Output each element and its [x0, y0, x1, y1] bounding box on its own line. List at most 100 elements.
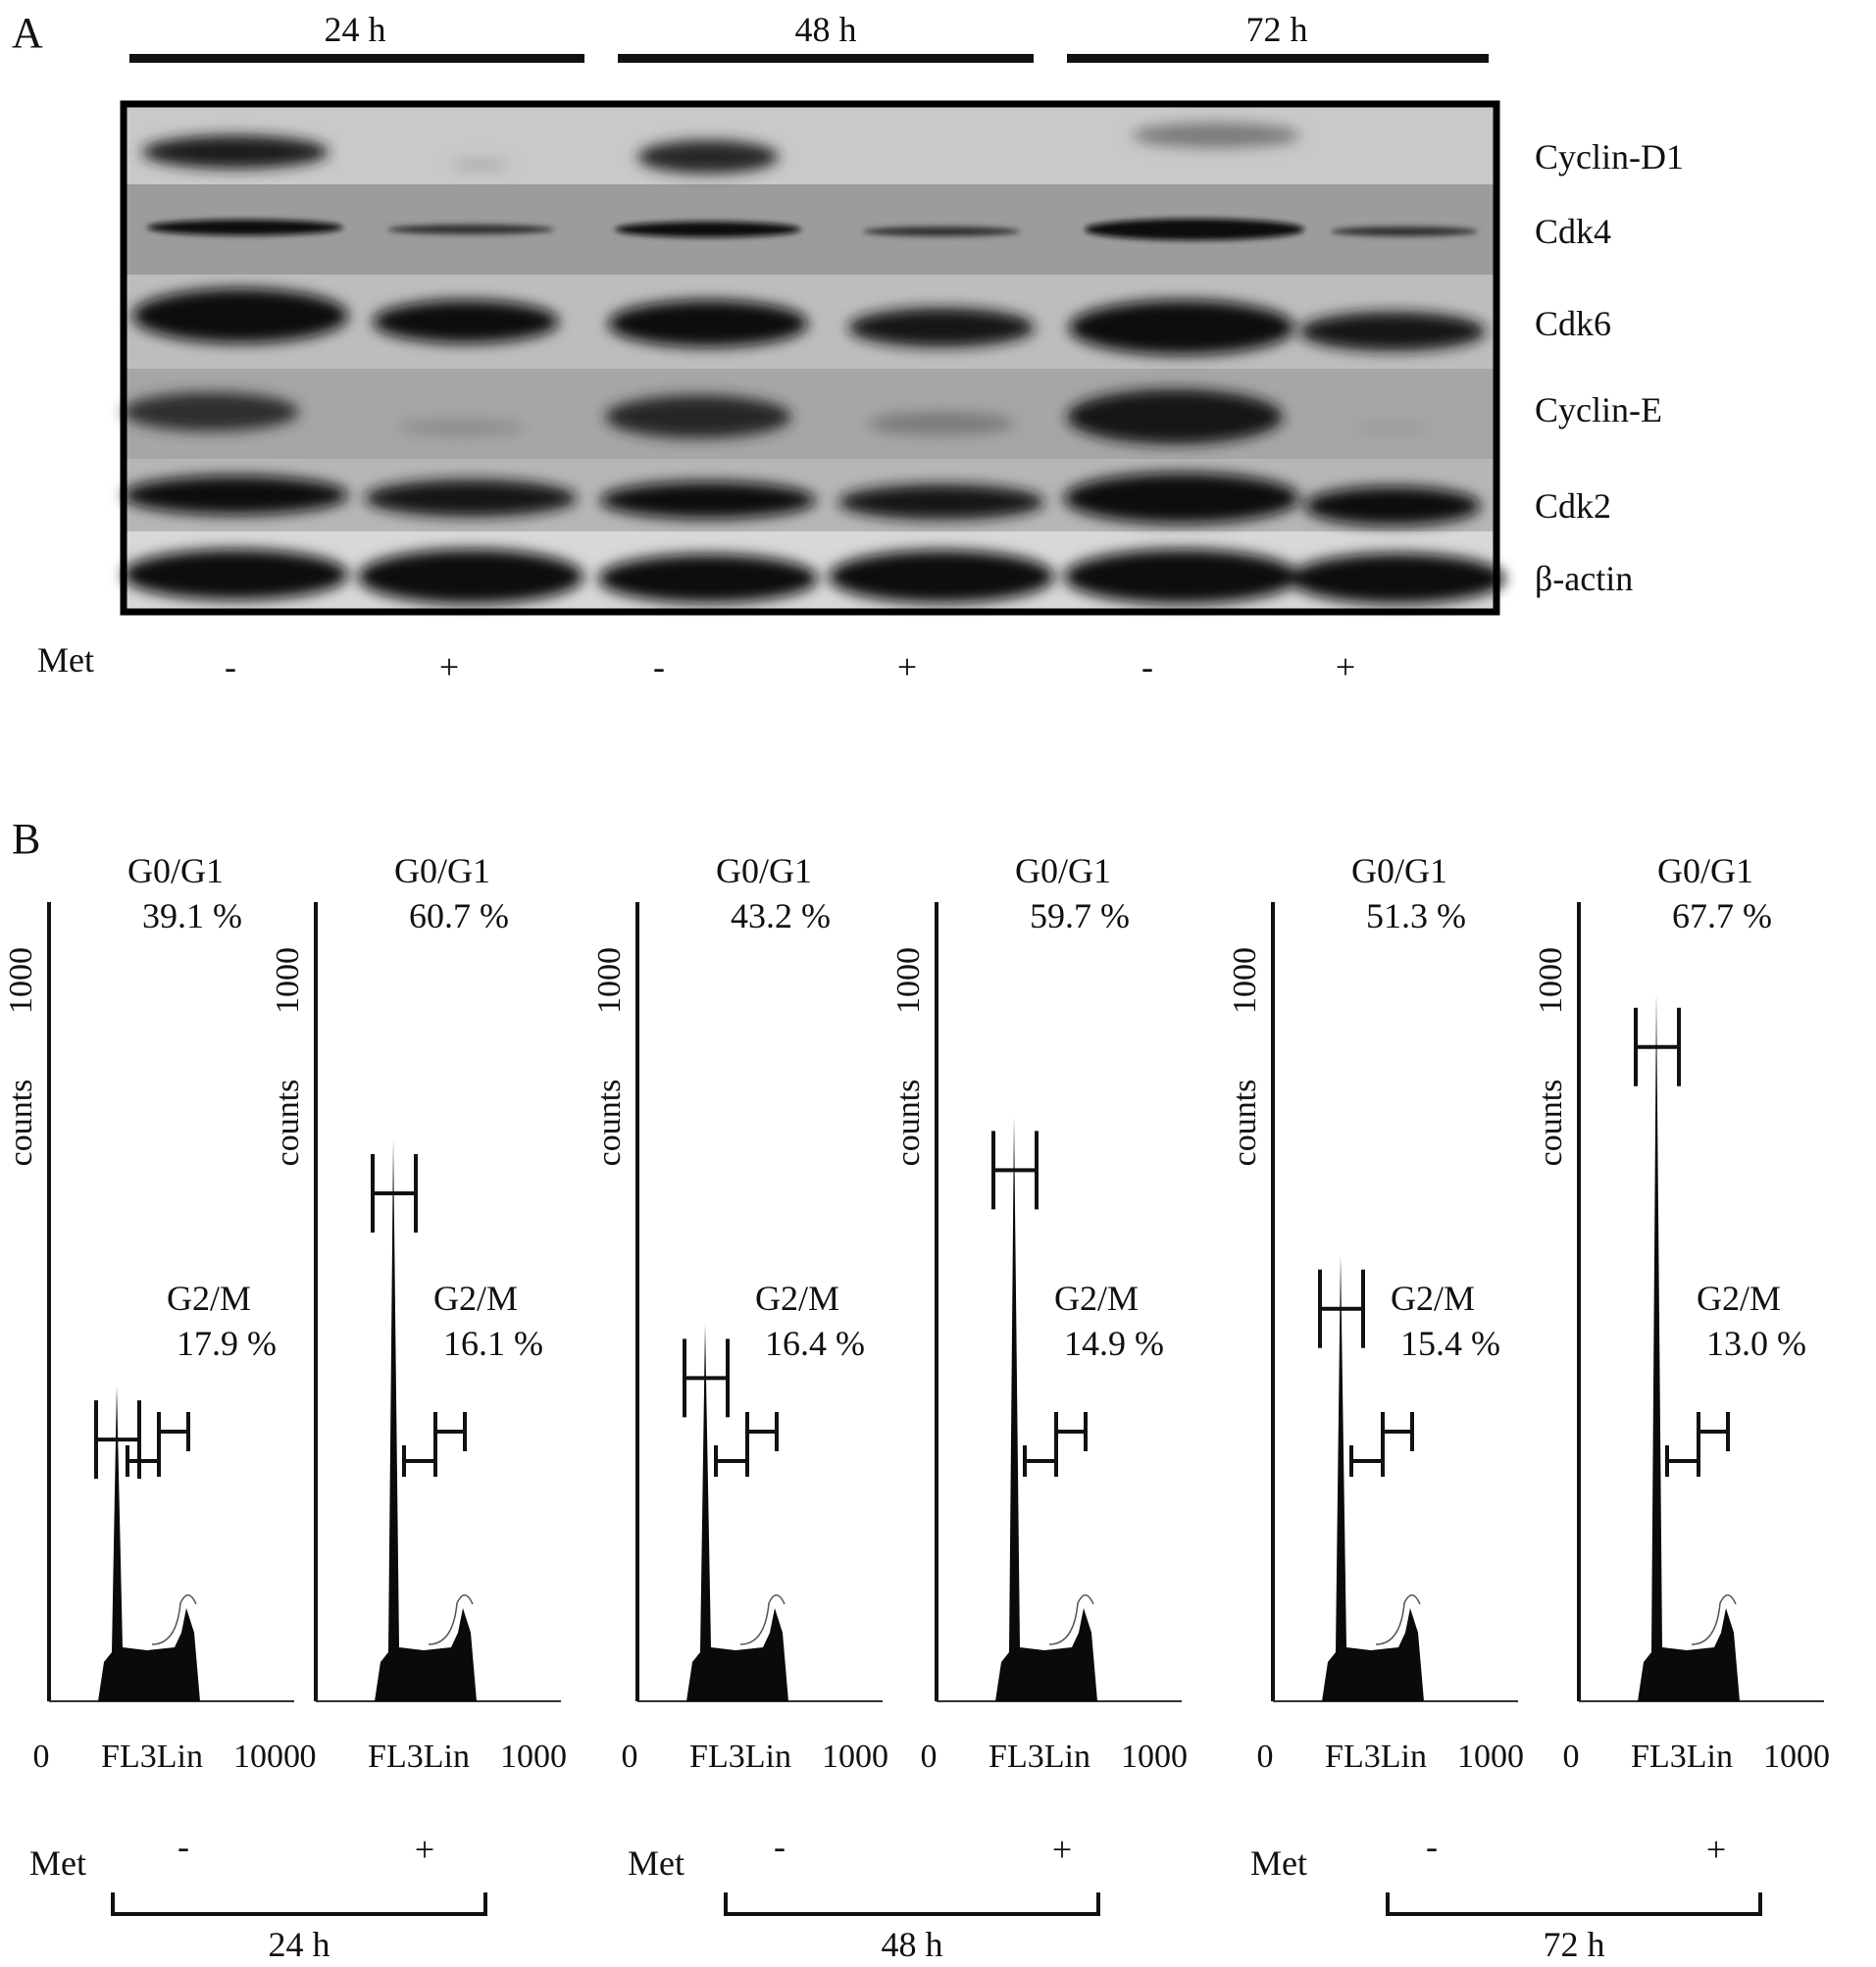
- g2m-label: G2/M: [1054, 1279, 1139, 1318]
- g2m-gate-marker: [1054, 1412, 1088, 1451]
- protein-label-cyclin-e: Cyclin-E: [1535, 390, 1662, 429]
- panel-b-met-plus: +: [1706, 1830, 1726, 1869]
- x-axis-label: FL3Lin: [101, 1739, 203, 1775]
- histogram-outline: [428, 1594, 474, 1645]
- histogram-plot-3: 1000 counts G0/G1 43.2 % G2/M 16.4 % 0 FL3Lin 10…: [591, 851, 888, 1775]
- histogram-outline: [1691, 1594, 1737, 1645]
- s-phase-gate-marker: [1349, 1445, 1385, 1477]
- x-axis-label: FL3Lin: [1631, 1739, 1733, 1775]
- x-axis-max: 1000: [822, 1739, 888, 1775]
- met-sign-lane-6: +: [1336, 647, 1355, 686]
- panel-b-label: B: [12, 815, 40, 863]
- g0g1-gate-marker: [1318, 1269, 1365, 1348]
- x-axis-min: 0: [1563, 1739, 1580, 1775]
- panel-b-timepoint: 24 h: [269, 1925, 330, 1964]
- x-axis-label: FL3Lin: [368, 1739, 470, 1775]
- timepoint-label-72h: 72 h: [1246, 10, 1308, 49]
- met-sign-lane-3: -: [653, 647, 665, 686]
- x-axis-min: 0: [33, 1739, 50, 1775]
- g0g1-gate-marker: [371, 1153, 418, 1233]
- timepoint-bar-24h: 24 h: [129, 10, 584, 63]
- g0g1-label: G0/G1: [394, 851, 490, 890]
- g2m-label: G2/M: [1697, 1279, 1781, 1318]
- panel-b-group-2: Met - +48 h: [628, 1827, 1100, 1964]
- blot-strip-cyclin-d1: [126, 106, 1495, 184]
- timepoint-bar-48h: 48 h: [618, 10, 1034, 63]
- x-axis-label: FL3Lin: [689, 1739, 791, 1775]
- protein-label-cdk2: Cdk2: [1535, 486, 1611, 526]
- panel-b-group-1: Met - +24 h: [29, 1827, 487, 1964]
- panel-a-label: A: [12, 9, 43, 57]
- y-tick-label: 1000: [1227, 947, 1263, 1014]
- g2m-gate-marker: [1381, 1412, 1414, 1451]
- histogram-outline: [1375, 1594, 1421, 1645]
- g0g1-percent: 51.3 %: [1366, 896, 1466, 935]
- y-tick-label: 1000: [270, 947, 306, 1014]
- g0g1-label: G0/G1: [127, 851, 224, 890]
- g2m-gate-marker: [157, 1412, 190, 1451]
- histogram-outline: [1048, 1594, 1094, 1645]
- bands-cdk2: [123, 473, 1481, 526]
- histogram-outline: [151, 1594, 197, 1645]
- panel-b-group-labels: Met - +24 h Met - +48 h Met - +72 h: [29, 1827, 1762, 1964]
- g2m-gate-marker: [745, 1412, 779, 1451]
- protein-label-cdk6: Cdk6: [1535, 304, 1611, 343]
- timepoint-bar-72h: 72 h: [1067, 10, 1489, 63]
- y-axis-label: counts: [3, 1080, 39, 1167]
- panel-b-met-minus: -: [774, 1827, 786, 1866]
- g0g1-label: G0/G1: [1657, 851, 1753, 890]
- g0g1-gate-marker: [1634, 1007, 1681, 1086]
- bands-cyclin-e: [123, 389, 1432, 444]
- g0g1-gate-marker: [683, 1338, 730, 1418]
- group-bracket: [724, 1892, 1100, 1916]
- panel-b-met-minus: -: [177, 1827, 189, 1866]
- x-axis-max: 1000: [1763, 1739, 1830, 1775]
- bands-cdk6: [132, 288, 1486, 355]
- x-axis-max: 1000: [233, 1739, 300, 1775]
- timepoint-label-24h: 24 h: [325, 10, 386, 49]
- g2m-percent: 13.0 %: [1706, 1324, 1806, 1363]
- panel-b-met-minus: -: [1426, 1827, 1438, 1866]
- g2m-percent: 17.9 %: [177, 1324, 277, 1363]
- protein-label-cyclin-d1: Cyclin-D1: [1535, 137, 1684, 177]
- bands-cdk4: [147, 219, 1478, 240]
- panel-b-met-plus: +: [415, 1830, 434, 1869]
- g0g1-label: G0/G1: [1351, 851, 1447, 890]
- met-sign-lane-4: +: [897, 647, 917, 686]
- y-tick-label: 1000: [591, 947, 628, 1014]
- g2m-percent: 16.1 %: [443, 1324, 543, 1363]
- panel-b-timepoint: 48 h: [882, 1925, 943, 1964]
- x-axis-max: 1000: [500, 1739, 567, 1775]
- panel-b-group-3: Met - +72 h: [1250, 1827, 1762, 1964]
- panel-a-met-signs: - + - + - +: [225, 647, 1355, 686]
- panel-b-met-label: Met: [628, 1843, 684, 1883]
- s-phase-gate-marker: [1023, 1445, 1058, 1477]
- y-axis-label: counts: [270, 1080, 306, 1167]
- met-sign-lane-2: +: [439, 647, 459, 686]
- histogram-plot-1: 1000 counts G0/G1 39.1 % G2/M 17.9 % 0 FL3Lin 10…: [3, 851, 300, 1775]
- histogram-fill: [1638, 992, 1740, 1701]
- histogram-outline: [739, 1594, 786, 1645]
- group-bracket: [111, 1892, 487, 1916]
- s-phase-gate-marker: [714, 1445, 749, 1477]
- panel-a-met-label: Met: [37, 640, 94, 680]
- g2m-label: G2/M: [755, 1279, 839, 1318]
- y-axis-label: counts: [591, 1080, 628, 1167]
- x-axis-label: FL3Lin: [1325, 1739, 1427, 1775]
- g0g1-percent: 43.2 %: [731, 896, 831, 935]
- g0g1-percent: 39.1 %: [142, 896, 242, 935]
- panel-b-timepoint: 72 h: [1544, 1925, 1605, 1964]
- x-axis-max: 1000: [1457, 1739, 1524, 1775]
- s-phase-gate-marker: [126, 1445, 161, 1477]
- panel-b-met-plus: +: [1052, 1830, 1072, 1869]
- y-tick-label: 1000: [890, 947, 927, 1014]
- protein-label-beta-actin: β-actin: [1535, 559, 1633, 598]
- x-axis-min: 0: [921, 1739, 938, 1775]
- g2m-percent: 14.9 %: [1064, 1324, 1164, 1363]
- cell-cycle-histograms: 1000 counts G0/G1 39.1 % G2/M 17.9 % 0 FL3Lin 10…: [3, 851, 1830, 1775]
- blot-frame: [120, 100, 1500, 616]
- s-phase-gate-marker: [402, 1445, 437, 1477]
- g0g1-gate-marker: [94, 1400, 141, 1480]
- panel-b-met-label: Met: [29, 1843, 86, 1883]
- histogram-plot-5: 1000 counts G0/G1 51.3 % G2/M 15.4 % 0 FL3Lin 10…: [1227, 851, 1524, 1775]
